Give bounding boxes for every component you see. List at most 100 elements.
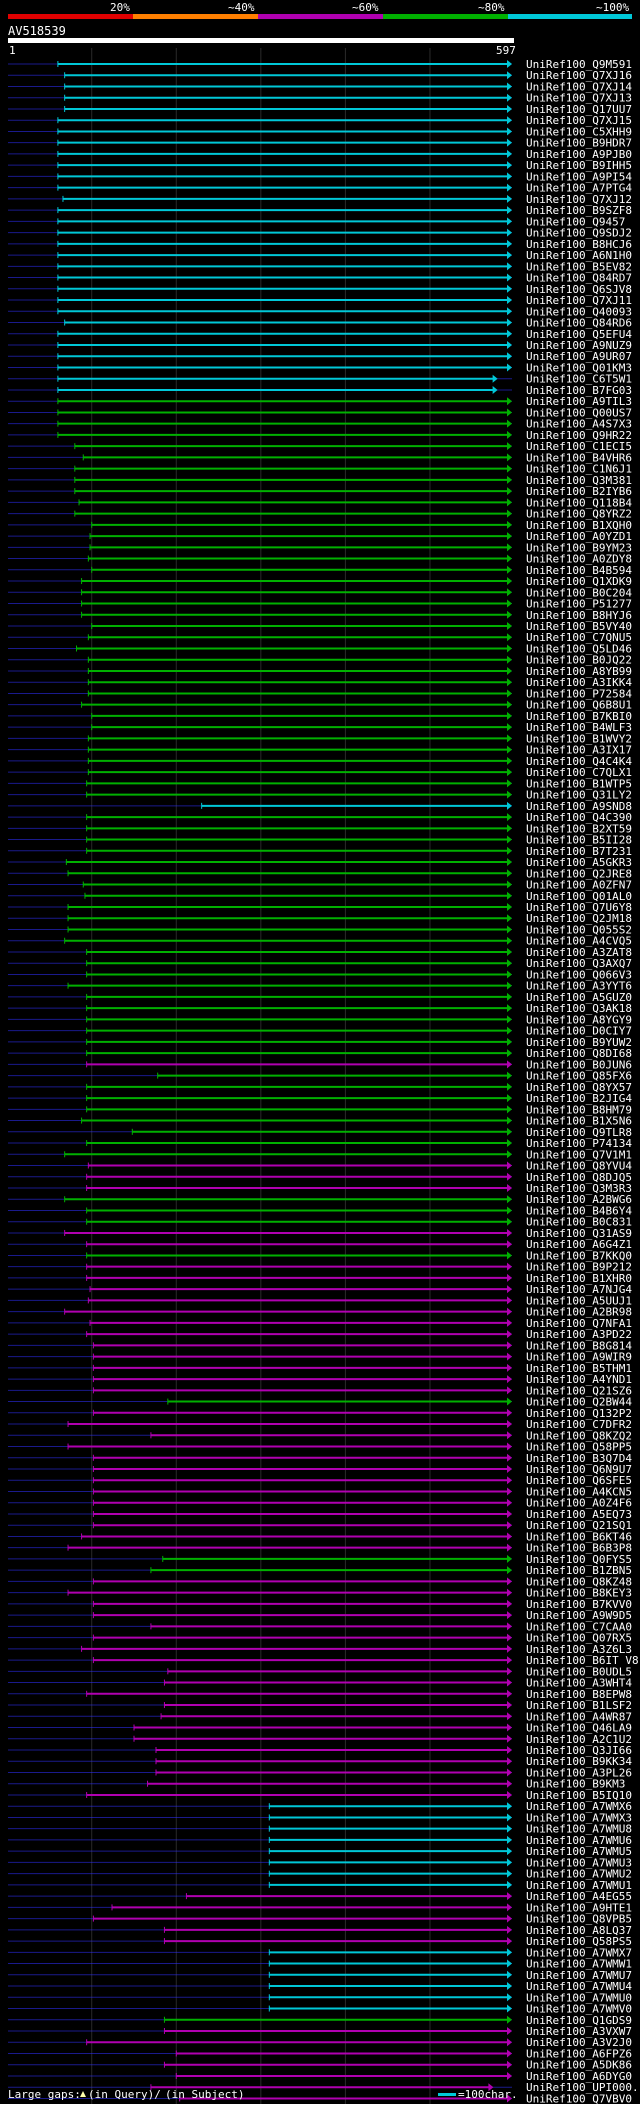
hit-label[interactable]: UniRef100_A9SND8 <box>526 800 632 813</box>
hit-label[interactable]: UniRef100_B5VY40 <box>526 620 632 633</box>
hit-label[interactable]: UniRef100_B9YM23 <box>526 541 632 554</box>
hit-label[interactable]: UniRef100_A0ZDY8 <box>526 553 632 566</box>
hit-row[interactable]: UniRef100_A2BR98 <box>8 1306 632 1319</box>
hit-row[interactable]: UniRef100_B8G814 <box>8 1339 632 1352</box>
hit-label[interactable]: UniRef100_P51277 <box>526 598 632 611</box>
hit-row[interactable]: UniRef100_Q2JM18 <box>8 912 632 925</box>
hit-label[interactable]: UniRef100_A9HTE1 <box>526 1901 632 1914</box>
hit-label[interactable]: UniRef100_Q7XJ12 <box>526 193 632 206</box>
hit-row[interactable]: UniRef100_A7NJG4 <box>8 1283 632 1296</box>
hit-row[interactable]: UniRef100_Q7XJ15 <box>8 114 632 127</box>
hit-label[interactable]: UniRef100_A0YZD1 <box>526 530 632 543</box>
hit-label[interactable]: UniRef100_C1N6J1 <box>526 463 632 476</box>
hit-row[interactable]: UniRef100_C5XHH9 <box>8 125 632 138</box>
hit-label[interactable]: UniRef100_B5II28 <box>526 834 632 847</box>
hit-label[interactable]: UniRef100_Q85FX6 <box>526 1070 632 1083</box>
hit-row[interactable]: UniRef100_A7WMU7 <box>8 1969 632 1982</box>
hit-row[interactable]: UniRef100_A3PL26 <box>8 1766 632 1779</box>
hit-row[interactable]: UniRef100_B6KT46 <box>8 1530 632 1543</box>
hit-row[interactable]: UniRef100_A4YND1 <box>8 1373 632 1386</box>
hit-row[interactable]: UniRef100_A7WMX3 <box>8 1811 632 1824</box>
hit-row[interactable]: UniRef100_A3PD22 <box>8 1328 632 1341</box>
hit-row[interactable]: UniRef100_A8YGY9 <box>8 1013 632 1026</box>
hit-row[interactable]: UniRef100_A7WMV0 <box>8 2003 632 2016</box>
hit-label[interactable]: UniRef100_Q7NFA1 <box>526 1317 632 1330</box>
hit-row[interactable]: UniRef100_B7KKQ0 <box>8 1249 632 1262</box>
hit-row[interactable]: UniRef100_A4CVQ5 <box>8 935 632 948</box>
hit-label[interactable]: UniRef100_Q3M3R3 <box>526 1182 632 1195</box>
hit-row[interactable]: UniRef100_Q40093 <box>8 305 632 318</box>
hit-row[interactable]: UniRef100_Q3JI66 <box>8 1744 632 1757</box>
hit-row[interactable]: UniRef100_B4WLF3 <box>8 721 632 734</box>
hit-row[interactable]: UniRef100_P51277 <box>8 598 632 611</box>
hit-label[interactable]: UniRef100_A9W9D5 <box>526 1609 632 1622</box>
hit-label[interactable]: UniRef100_A7WMU7 <box>526 1969 632 1982</box>
hit-row[interactable]: UniRef100_Q9M591 <box>8 58 632 71</box>
hit-row[interactable]: UniRef100_A9W9D5 <box>8 1609 632 1622</box>
hit-label[interactable]: UniRef100_B9P212 <box>526 1261 632 1274</box>
hit-label[interactable]: UniRef100_A5DK86 <box>526 2059 632 2072</box>
hit-row[interactable]: UniRef100_Q31AS9 <box>8 1227 632 1240</box>
hit-row[interactable]: UniRef100_B7T231 <box>8 845 632 858</box>
hit-label[interactable]: UniRef100_A2C1U2 <box>526 1733 632 1746</box>
hit-row[interactable]: UniRef100_Q132P2 <box>8 1407 632 1420</box>
hit-row[interactable]: UniRef100_A7WMU1 <box>8 1879 632 1892</box>
hit-label[interactable]: UniRef100_Q4C4K4 <box>526 755 632 768</box>
hit-label[interactable]: UniRef100_Q132P2 <box>526 1407 632 1420</box>
hit-label[interactable]: UniRef100_A8YB99 <box>526 665 632 678</box>
hit-row[interactable]: UniRef100_Q1XDK9 <box>8 575 632 588</box>
hit-row[interactable]: UniRef100_B0JUN6 <box>8 1058 632 1071</box>
hit-label[interactable]: UniRef100_Q00US7 <box>526 406 632 419</box>
hit-label[interactable]: UniRef100_A7WMV0 <box>526 2003 632 2016</box>
hit-label[interactable]: UniRef100_A7WMX6 <box>526 1800 632 1813</box>
hit-row[interactable]: UniRef100_A6DYG0 <box>8 2070 632 2083</box>
hit-label[interactable]: UniRef100_A3PD22 <box>526 1328 632 1341</box>
hit-label[interactable]: UniRef100_Q8KZQ2 <box>526 1429 632 1442</box>
hit-row[interactable]: UniRef100_A3WHT4 <box>8 1677 632 1690</box>
hit-label[interactable]: UniRef100_Q8YX57 <box>526 1081 632 1094</box>
hit-label[interactable]: UniRef100_A5EQ73 <box>526 1508 632 1521</box>
hit-row[interactable]: UniRef100_B2IYB6 <box>8 485 632 498</box>
hit-row[interactable]: UniRef100_A7WMX6 <box>8 1800 632 1813</box>
hit-label[interactable]: UniRef100_B1WTP5 <box>526 777 632 790</box>
hit-row[interactable]: UniRef100_A3ZAT8 <box>8 946 632 959</box>
hit-label[interactable]: UniRef100_Q21SZ6 <box>526 1384 632 1397</box>
hit-label[interactable]: UniRef100_B8HYJ6 <box>526 609 632 622</box>
hit-label[interactable]: UniRef100_A8LQ37 <box>526 1924 632 1937</box>
hit-label[interactable]: UniRef100_A5UUJ1 <box>526 1294 632 1307</box>
hit-row[interactable]: UniRef100_A0ZFN7 <box>8 879 632 892</box>
hit-row[interactable]: UniRef100_Q8YX57 <box>8 1081 632 1094</box>
hit-row[interactable]: UniRef100_C1N6J1 <box>8 463 632 476</box>
hit-label[interactable]: UniRef100_B9IHH5 <box>526 159 632 172</box>
hit-label[interactable]: UniRef100_B3Q7D4 <box>526 1452 632 1465</box>
hit-row[interactable]: UniRef100_Q6SFE5 <box>8 1474 632 1487</box>
hit-row[interactable]: UniRef100_Q00US7 <box>8 406 632 419</box>
hit-row[interactable]: UniRef100_B7KBI0 <box>8 710 632 723</box>
hit-label[interactable]: UniRef100_Q8VPB5 <box>526 1913 632 1926</box>
hit-row[interactable]: UniRef100_P74134 <box>8 1137 632 1150</box>
hit-row[interactable]: UniRef100_Q84RD6 <box>8 317 632 330</box>
hit-row[interactable]: UniRef100_B9IHH5 <box>8 159 632 172</box>
hit-row[interactable]: UniRef100_A5GKR3 <box>8 856 632 869</box>
hit-row[interactable]: UniRef100_B8HYJ6 <box>8 609 632 622</box>
hit-label[interactable]: UniRef100_B8KEY3 <box>526 1587 632 1600</box>
hit-row[interactable]: UniRef100_P72584 <box>8 687 632 700</box>
hit-label[interactable]: UniRef100_B7FG03 <box>526 384 632 397</box>
hit-row[interactable]: UniRef100_A3IKK4 <box>8 676 632 689</box>
hit-row[interactable]: UniRef100_Q7NFA1 <box>8 1317 632 1330</box>
hit-label[interactable]: UniRef100_Q066V3 <box>526 968 632 981</box>
hit-label[interactable]: UniRef100_B6B3P8 <box>526 1542 632 1555</box>
hit-row[interactable]: UniRef100_B5IQ10 <box>8 1789 632 1802</box>
hit-label[interactable]: UniRef100_Q7XJ13 <box>526 92 632 105</box>
hit-row[interactable]: UniRef100_B8HCJ6 <box>8 238 632 251</box>
hit-label[interactable]: UniRef100_B8HM79 <box>526 1103 632 1116</box>
hit-row[interactable]: UniRef100_Q85FX6 <box>8 1070 632 1083</box>
hit-label[interactable]: UniRef100_B8EPW8 <box>526 1688 632 1701</box>
hit-label[interactable]: UniRef100_A3IX17 <box>526 744 632 757</box>
hit-label[interactable]: UniRef100_B0JQ22 <box>526 654 632 667</box>
hit-label[interactable]: UniRef100_Q1GDS9 <box>526 2014 632 2027</box>
hit-row[interactable]: UniRef100_B0JQ22 <box>8 654 632 667</box>
hit-row[interactable]: UniRef100_Q1GDS9 <box>8 2014 632 2027</box>
hit-label[interactable]: UniRef100_Q17UU7 <box>526 103 632 116</box>
hit-row[interactable]: UniRef100_Q3AK18 <box>8 1002 632 1015</box>
